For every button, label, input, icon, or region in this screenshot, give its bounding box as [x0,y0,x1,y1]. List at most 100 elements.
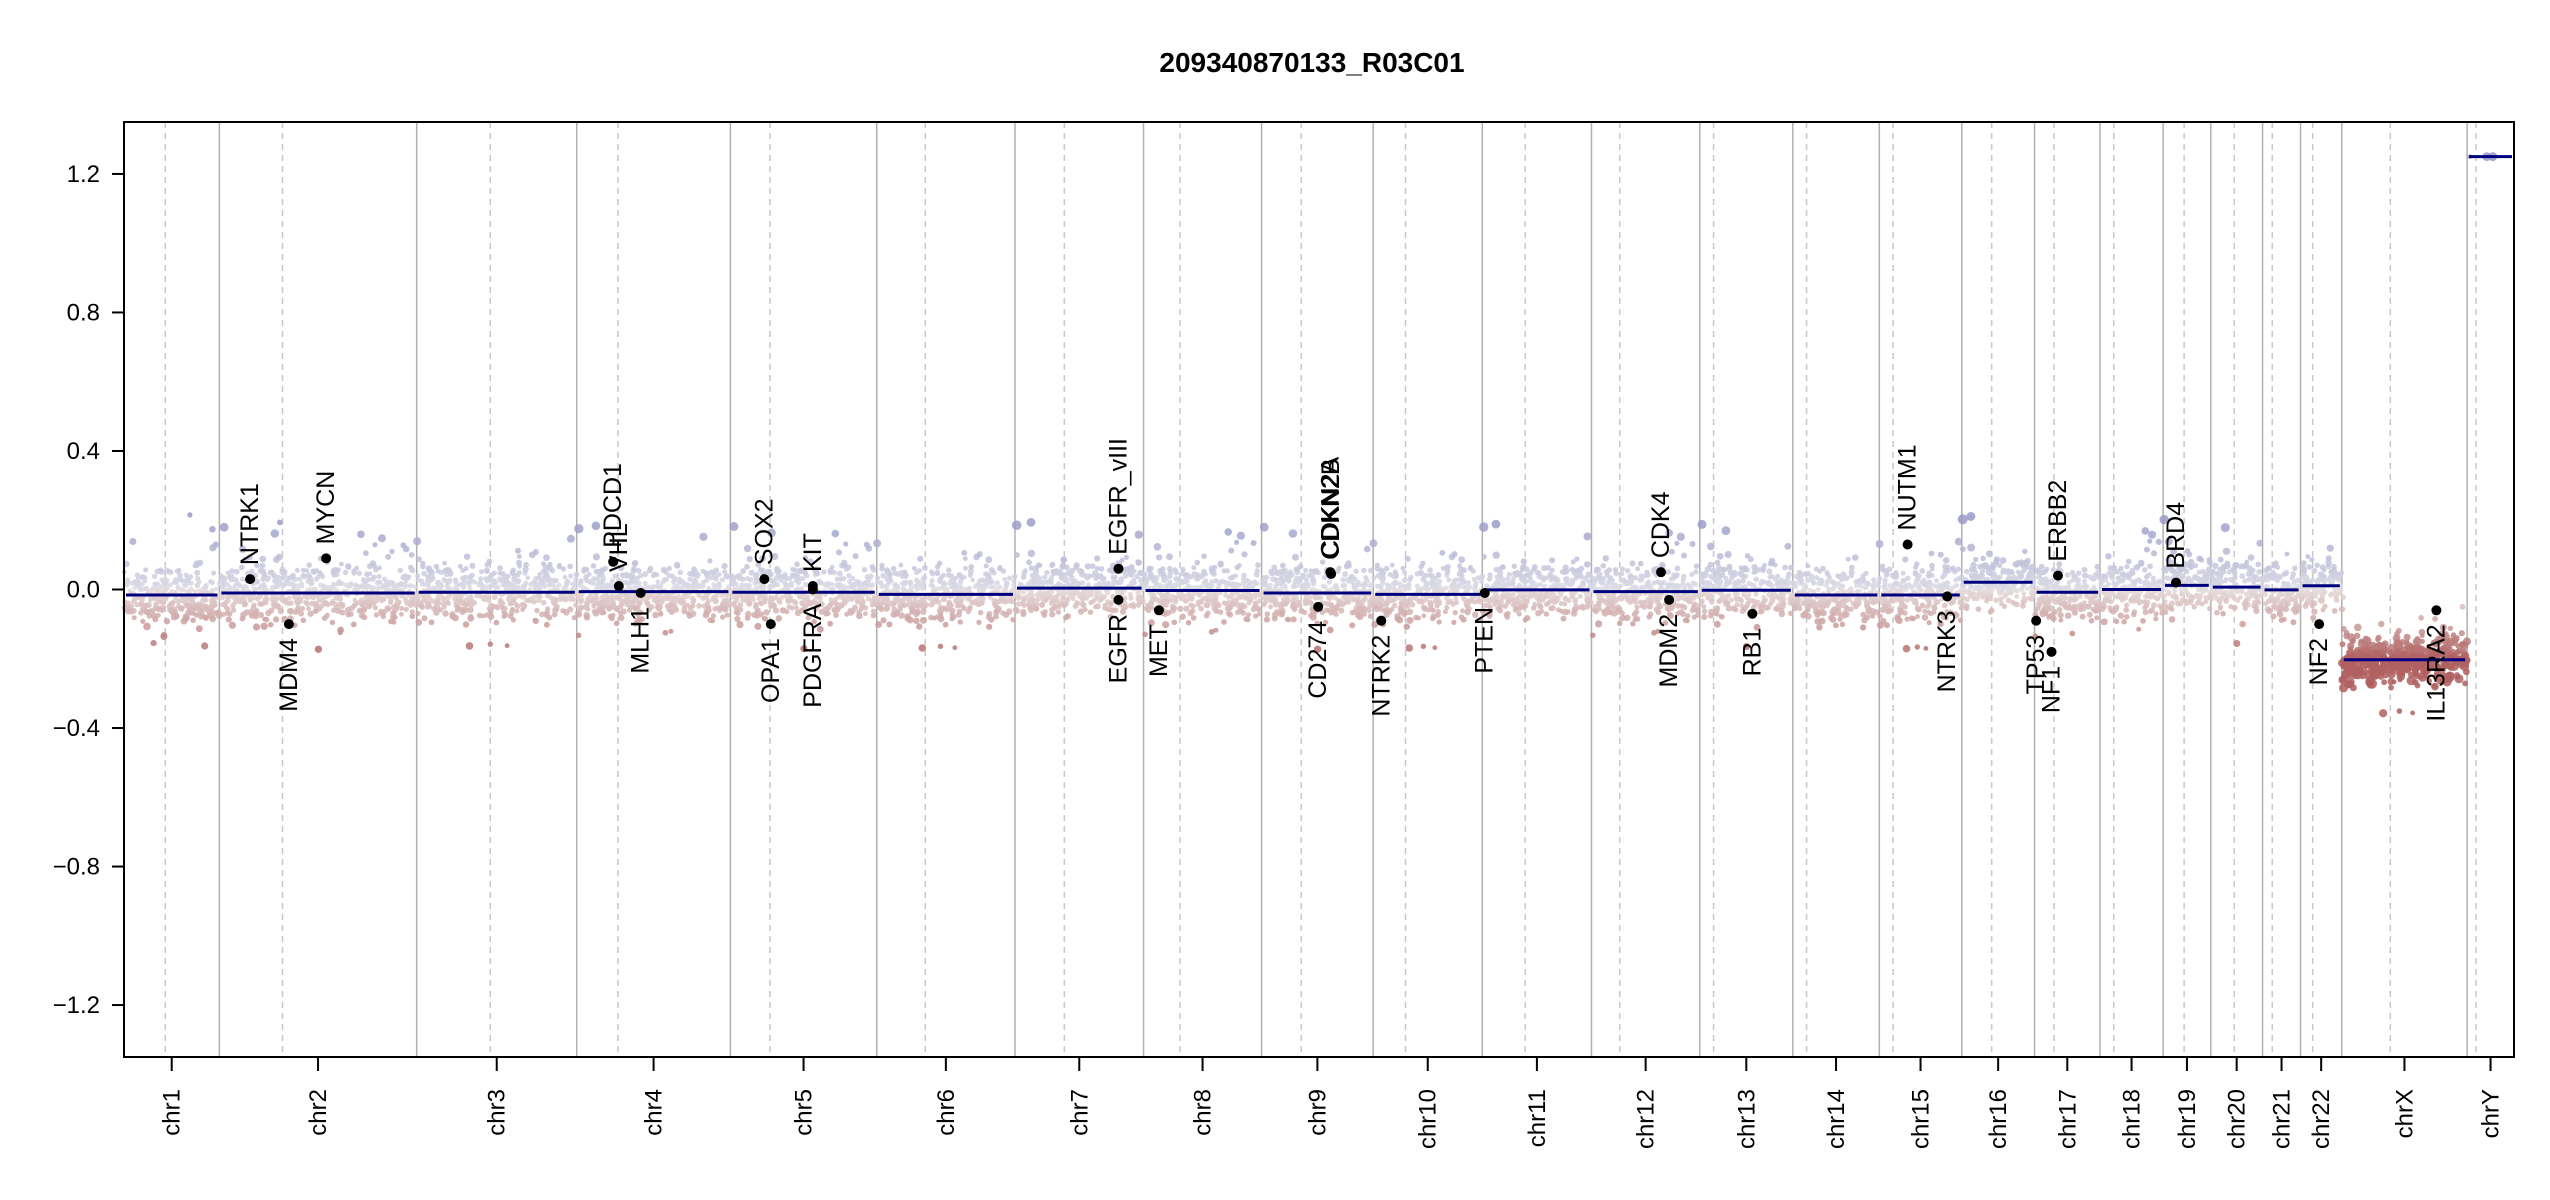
probe-point [1537,582,1543,587]
probe-point [712,606,718,612]
probe-point [351,568,357,574]
probe-point [983,571,989,577]
probe-point [243,609,251,616]
probe-point [567,563,573,570]
probe-point [229,568,235,574]
probe-point [388,600,394,606]
probe-point [870,612,877,619]
probe-point [415,577,421,583]
probe-point [372,542,378,548]
probe-point [1012,573,1018,580]
probe-point [745,576,750,581]
probe-point [332,569,338,576]
probe-point [353,582,359,588]
probe-point [158,568,165,575]
probe-point [290,572,296,578]
probe-point [859,598,866,604]
probe-point [834,582,840,588]
probe-point [854,579,860,585]
probe-point [1101,594,1107,600]
probe-point [280,583,286,589]
probe-point [442,560,447,566]
probe-point [1549,594,1555,600]
probe-point [539,611,545,618]
probe-point [1046,591,1051,597]
probe-point [544,593,550,599]
probe-point [424,593,430,600]
probe-point [979,595,984,601]
probe-point [958,578,964,585]
probe-point [457,582,463,588]
probe-point [716,572,722,577]
probe-point [734,615,741,623]
probe-point [1286,578,1291,584]
probe-point [1250,540,1257,546]
probe-point [377,565,382,571]
probe-point [373,612,379,618]
probe-point [1162,612,1168,618]
probe-point [508,613,514,620]
probe-point [1434,596,1440,601]
probe-point [1369,539,1378,548]
probe-point [152,583,158,588]
probe-point [929,578,935,584]
probe-point [262,616,267,622]
probe-point [462,621,470,628]
probe-point [543,554,550,561]
probe-point [1221,600,1227,606]
probe-point [1293,566,1299,572]
probe-point [1269,570,1276,577]
probe-point [1416,615,1422,621]
probe-point [313,600,319,606]
probe-point [1061,602,1067,609]
probe-point [1393,579,1399,585]
probe-point [1496,578,1502,584]
probe-point [763,609,770,616]
probe-point [274,582,280,588]
probe-point [1310,578,1316,584]
probe-point [884,603,890,609]
probe-point [1349,622,1356,629]
probe-point [734,574,740,580]
probe-point [307,587,313,592]
probe-point [188,580,194,586]
probe-point [1451,619,1457,626]
probe-point [430,585,436,591]
probe-point [242,583,248,589]
probe-point [658,611,664,617]
probe-point [733,597,740,603]
probe-point [1563,580,1569,586]
probe-point [1125,571,1131,577]
probe-point [1683,597,1688,602]
probe-point [1549,574,1556,580]
probe-point [515,547,521,554]
probe-point [157,606,163,612]
probe-point [1479,522,1489,532]
probe-point [1371,575,1377,581]
probe-point [624,573,630,579]
probe-point [356,570,362,576]
probe-point [387,579,393,585]
probe-point [1685,613,1691,619]
probe-point [983,563,989,569]
probe-point [724,612,730,618]
probe-point [1606,567,1613,573]
probe-point [1231,581,1237,587]
probe-point [566,534,575,543]
probe-point [362,600,368,606]
probe-point [169,600,175,607]
probe-point [1298,608,1305,615]
probe-point [1002,611,1010,618]
probe-point [263,593,269,599]
probe-point [901,596,908,603]
probe-point [901,602,907,609]
probe-point [344,606,352,614]
probe-point [1583,532,1592,541]
probe-point [1034,597,1041,603]
probe-point [1135,602,1142,608]
probe-point [986,623,993,630]
probe-point [440,596,446,602]
probe-point [1574,556,1580,562]
probe-point [1011,578,1017,584]
probe-point [976,551,983,558]
